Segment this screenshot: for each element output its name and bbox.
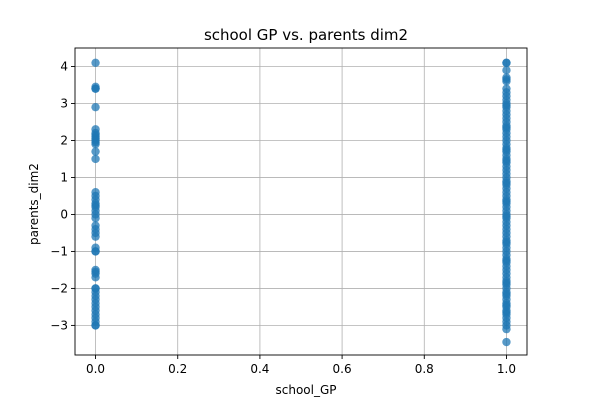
data-point xyxy=(91,200,100,210)
data-point xyxy=(91,154,100,164)
data-point xyxy=(502,212,511,221)
data-point xyxy=(502,308,511,317)
data-point xyxy=(502,156,511,166)
data-point xyxy=(91,82,100,92)
data-point xyxy=(91,221,100,230)
data-point xyxy=(91,58,100,67)
plot-area-frame xyxy=(74,47,528,356)
data-point xyxy=(91,317,100,326)
data-point xyxy=(502,256,511,265)
x-tick-label: 1.0 xyxy=(497,362,516,376)
grid-lines xyxy=(75,48,527,355)
y-axis-label: parents_dim2 xyxy=(27,163,41,245)
data-point xyxy=(502,101,511,110)
x-tick-label: 0.6 xyxy=(333,362,352,376)
chart-title: school GP vs. parents dim2 xyxy=(204,26,408,44)
data-point xyxy=(502,197,511,206)
data-point xyxy=(91,102,100,112)
data-point xyxy=(91,232,100,241)
data-point xyxy=(502,300,511,310)
data-point xyxy=(502,145,511,154)
data-point xyxy=(502,58,511,67)
y-tick-label: 3 xyxy=(60,96,68,110)
data-point xyxy=(502,337,511,347)
data-point xyxy=(502,123,511,132)
x-tick-label: 0.2 xyxy=(168,362,187,376)
data-point xyxy=(502,278,511,288)
data-point xyxy=(91,284,100,293)
x-tick-label: 0.4 xyxy=(250,362,269,376)
y-tick-label: 2 xyxy=(60,133,68,147)
axis-ticks: 0.0 0.2 0.4 0.6 0.8 1.0 −3 −2 −1 0 1 2 3 4 xyxy=(50,59,516,376)
y-tick-label: −1 xyxy=(50,244,68,258)
y-tick-label: 1 xyxy=(60,170,68,184)
data-point xyxy=(502,237,511,247)
data-point xyxy=(502,65,511,75)
data-point xyxy=(91,267,100,276)
data-point xyxy=(91,302,100,312)
y-tick-label: 4 xyxy=(60,59,68,73)
data-point xyxy=(91,134,100,143)
x-tick-label: 0.0 xyxy=(86,362,105,376)
data-point xyxy=(502,324,511,334)
y-tick-label: 0 xyxy=(60,207,68,221)
data-point xyxy=(502,75,511,84)
x-tick-label: 0.8 xyxy=(415,362,434,376)
data-point xyxy=(502,289,511,299)
y-tick-label: −2 xyxy=(50,281,68,295)
data-point xyxy=(502,178,511,188)
x-axis-label: school_GP xyxy=(275,383,336,397)
data-point xyxy=(91,213,100,223)
data-point xyxy=(91,147,100,156)
data-points xyxy=(91,58,511,347)
data-point xyxy=(91,243,100,252)
y-tick-label: −3 xyxy=(50,318,68,332)
